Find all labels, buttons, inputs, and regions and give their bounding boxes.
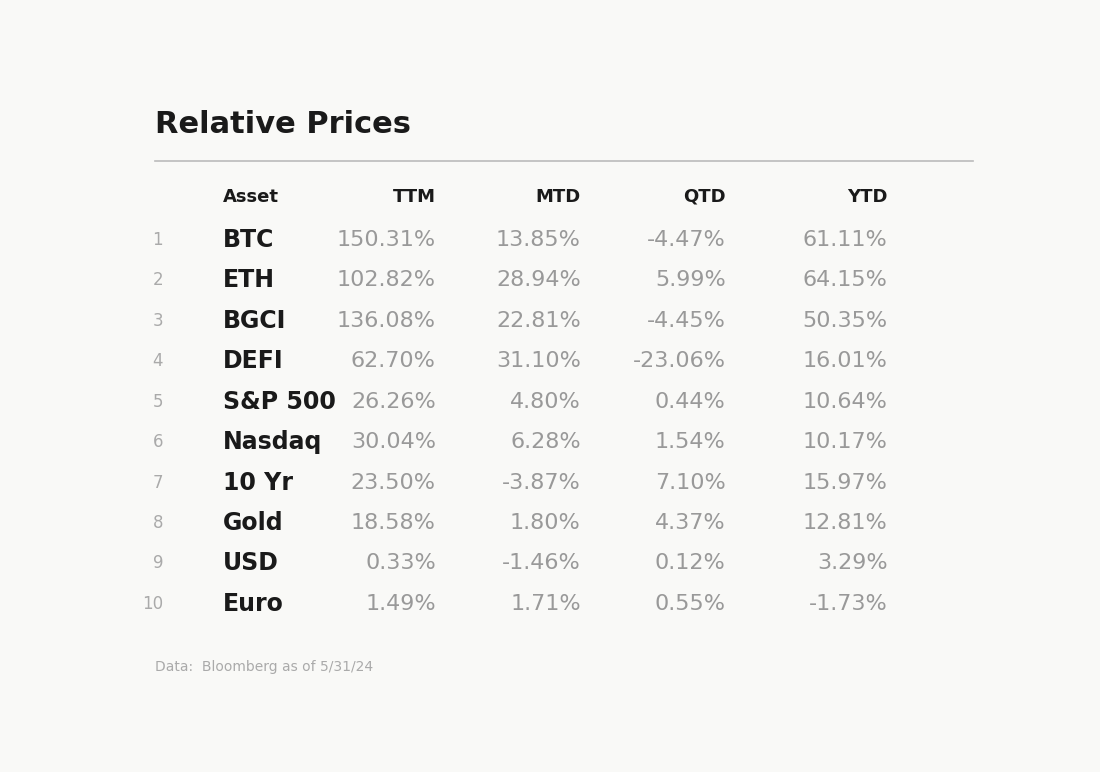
Text: 3.29%: 3.29% (817, 554, 888, 574)
Text: Nasdaq: Nasdaq (222, 430, 322, 454)
Text: 7.10%: 7.10% (654, 472, 726, 493)
Text: 10.64%: 10.64% (803, 391, 888, 411)
Text: 64.15%: 64.15% (803, 270, 888, 290)
Text: 10.17%: 10.17% (803, 432, 888, 452)
Text: 2: 2 (153, 272, 163, 290)
Text: QTD: QTD (683, 188, 726, 205)
Text: ETH: ETH (222, 269, 275, 293)
Text: S&P 500: S&P 500 (222, 390, 336, 414)
Text: 5.99%: 5.99% (654, 270, 726, 290)
Text: 0.12%: 0.12% (654, 554, 726, 574)
Text: -23.06%: -23.06% (632, 351, 726, 371)
Text: 1: 1 (153, 231, 163, 249)
Text: 23.50%: 23.50% (351, 472, 436, 493)
Text: 62.70%: 62.70% (351, 351, 436, 371)
Text: Asset: Asset (222, 188, 278, 205)
Text: 6.28%: 6.28% (510, 432, 581, 452)
Text: 8: 8 (153, 514, 163, 532)
Text: 0.55%: 0.55% (654, 594, 726, 614)
Text: 150.31%: 150.31% (337, 230, 436, 250)
Text: 61.11%: 61.11% (803, 230, 888, 250)
Text: 22.81%: 22.81% (496, 311, 581, 331)
Text: 5: 5 (153, 393, 163, 411)
Text: USD: USD (222, 551, 278, 575)
Text: 16.01%: 16.01% (803, 351, 888, 371)
Text: MTD: MTD (536, 188, 581, 205)
Text: 1.80%: 1.80% (510, 513, 581, 533)
Text: DEFI: DEFI (222, 349, 284, 374)
Text: 28.94%: 28.94% (496, 270, 581, 290)
Text: -4.45%: -4.45% (647, 311, 726, 331)
Text: -1.46%: -1.46% (502, 554, 581, 574)
Text: Relative Prices: Relative Prices (154, 110, 410, 140)
Text: 1.49%: 1.49% (365, 594, 436, 614)
Text: 1.54%: 1.54% (654, 432, 726, 452)
Text: 12.81%: 12.81% (803, 513, 888, 533)
Text: 3: 3 (153, 312, 163, 330)
Text: Euro: Euro (222, 592, 284, 616)
Text: -4.47%: -4.47% (647, 230, 726, 250)
Text: TTM: TTM (393, 188, 436, 205)
Text: 10: 10 (142, 595, 163, 613)
Text: 1.71%: 1.71% (510, 594, 581, 614)
Text: -3.87%: -3.87% (502, 472, 581, 493)
Text: Data:  Bloomberg as of 5/31/24: Data: Bloomberg as of 5/31/24 (154, 660, 373, 674)
Text: Gold: Gold (222, 511, 284, 535)
Text: 10 Yr: 10 Yr (222, 471, 293, 495)
Text: 0.44%: 0.44% (654, 391, 726, 411)
Text: 102.82%: 102.82% (337, 270, 436, 290)
Text: 30.04%: 30.04% (351, 432, 436, 452)
Text: 26.26%: 26.26% (351, 391, 436, 411)
Text: 136.08%: 136.08% (337, 311, 436, 331)
Text: 4.80%: 4.80% (510, 391, 581, 411)
Text: 7: 7 (153, 473, 163, 492)
Text: 50.35%: 50.35% (803, 311, 888, 331)
Text: 13.85%: 13.85% (496, 230, 581, 250)
Text: BGCI: BGCI (222, 309, 286, 333)
Text: 18.58%: 18.58% (351, 513, 436, 533)
Text: 15.97%: 15.97% (803, 472, 888, 493)
Text: 0.33%: 0.33% (365, 554, 436, 574)
Text: 6: 6 (153, 433, 163, 451)
Text: 4: 4 (153, 352, 163, 371)
Text: 9: 9 (153, 554, 163, 572)
Text: -1.73%: -1.73% (808, 594, 888, 614)
Text: 4.37%: 4.37% (656, 513, 726, 533)
Text: BTC: BTC (222, 228, 274, 252)
Text: 31.10%: 31.10% (496, 351, 581, 371)
Text: YTD: YTD (847, 188, 888, 205)
